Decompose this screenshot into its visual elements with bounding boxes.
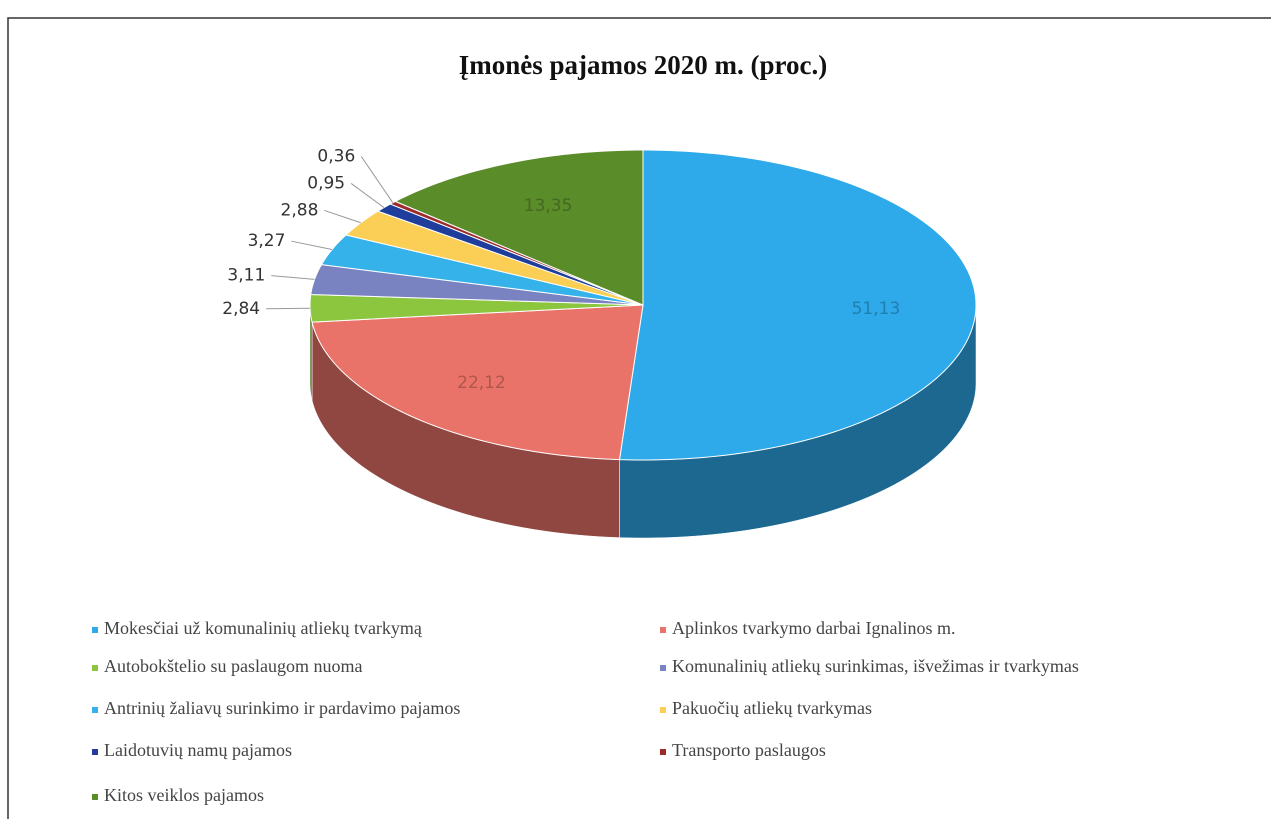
legend-swatch	[660, 627, 666, 633]
legend-swatch	[92, 627, 98, 633]
frame	[7, 17, 1271, 819]
slice	[394, 149, 644, 306]
data-label: 22,12	[457, 373, 506, 393]
leader-line	[271, 275, 315, 280]
leader-line	[324, 209, 361, 224]
slice	[344, 210, 644, 306]
data-label: 0,95	[307, 173, 345, 193]
legend-label: Aplinkos tvarkymo darbai Ignalinos m.	[672, 618, 955, 638]
legend-label: Autobokštelio su paslaugom nuoma	[104, 656, 362, 676]
slice	[311, 304, 644, 461]
legend-swatch	[660, 749, 666, 755]
legend-label: Transporto paslaugos	[672, 740, 826, 760]
slice	[320, 234, 644, 306]
legend-swatch	[660, 665, 666, 671]
leader-line	[360, 156, 394, 203]
legend-label: Pakuočių atliekų tvarkymas	[672, 698, 872, 718]
legend-swatch	[92, 794, 98, 800]
legend-swatch	[92, 707, 98, 713]
legend-label: Mokesčiai už komunalinių atliekų tvarkym…	[104, 618, 423, 638]
legend-label: Antrinių žaliavų surinkimo ir pardavimo …	[104, 698, 460, 718]
data-label: 3,27	[248, 231, 286, 251]
data-label: 3,11	[227, 266, 265, 286]
slice	[309, 293, 644, 323]
legend-swatch	[92, 749, 98, 755]
legend-label: Laidotuvių namų pajamos	[104, 740, 292, 760]
data-label: 2,84	[222, 299, 260, 319]
leader-line	[291, 240, 333, 251]
data-label: 0,36	[317, 146, 355, 166]
legend-label: Komunalinių atliekų surinkimas, išvežima…	[672, 656, 1079, 676]
data-label: 13,35	[524, 196, 573, 216]
leader-line	[350, 183, 385, 208]
chart-title: Įmonės pajamos 2020 m. (proc.)	[459, 50, 827, 80]
legend-label: Kitos veiklos pajamos	[104, 785, 264, 805]
data-label: 51,13	[852, 299, 901, 319]
legend-swatch	[92, 665, 98, 671]
data-label: 2,88	[281, 200, 319, 220]
legend-swatch	[660, 707, 666, 713]
slice	[618, 149, 977, 461]
